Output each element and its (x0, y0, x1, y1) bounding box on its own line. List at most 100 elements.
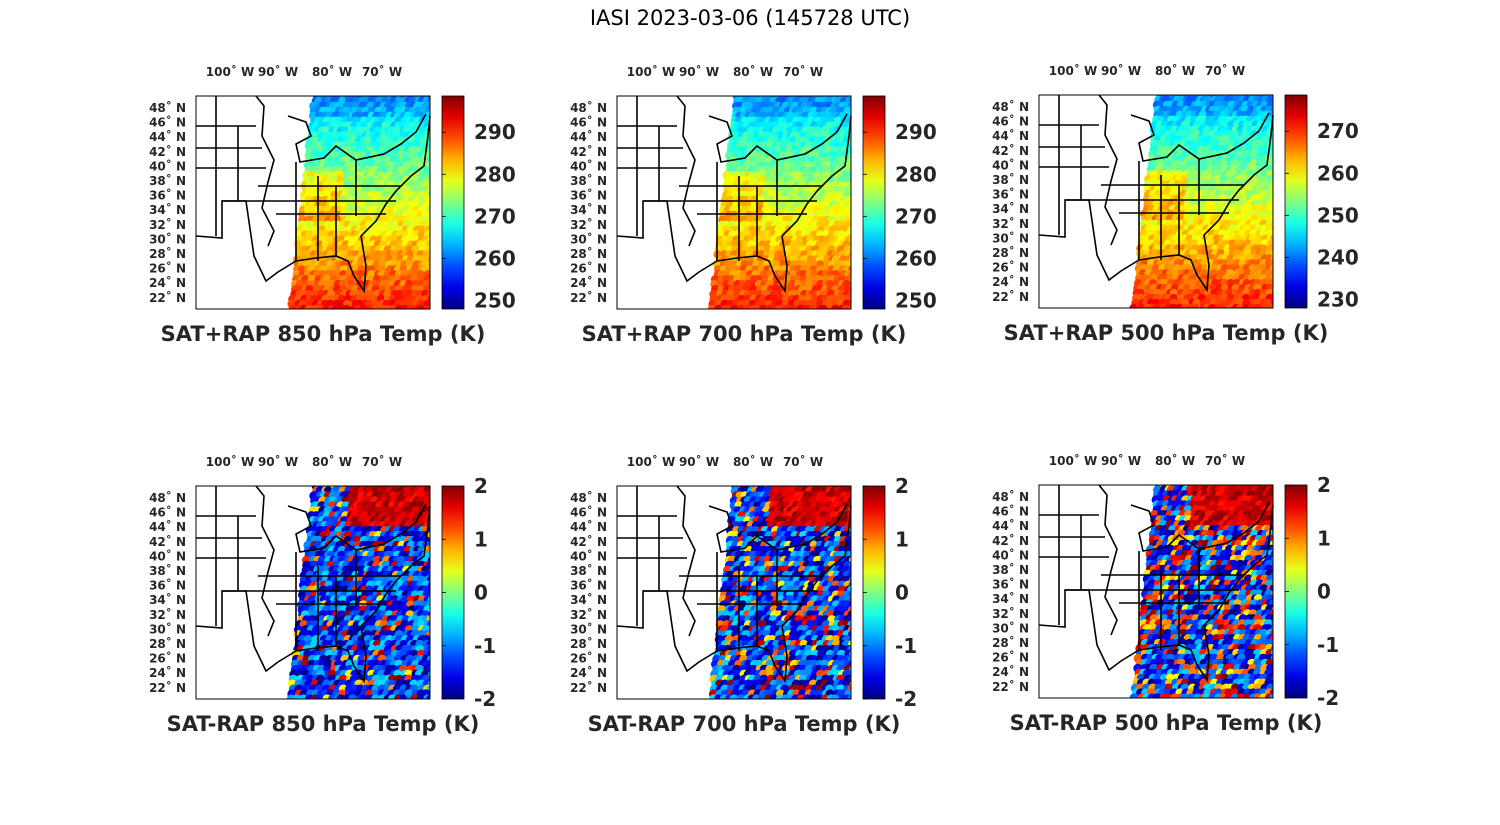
lon-tick-label: 100˚ W (1049, 63, 1097, 78)
colorbar-tick-label: 270 (895, 204, 937, 228)
lat-tick-label: 22˚ N (992, 289, 1029, 304)
swath-point (720, 304, 729, 309)
lat-tick-label: 24˚ N (570, 275, 607, 290)
swath-point (291, 304, 301, 309)
colorbar-tick-label: 2 (474, 474, 488, 498)
lat-tick-label: 30˚ N (570, 231, 607, 246)
state-borders (616, 95, 852, 294)
lat-tick-label: 30˚ N (149, 621, 186, 636)
lat-tick-label: 28˚ N (149, 246, 186, 261)
swath-point (1129, 303, 1138, 308)
swath-point (372, 304, 381, 309)
lat-tick-label: 42˚ N (570, 144, 607, 159)
map-border (1038, 94, 1274, 309)
state-borders (195, 95, 431, 294)
swath-point (831, 304, 840, 309)
swath-point (427, 305, 430, 309)
lat-tick-label: 44˚ N (992, 128, 1029, 143)
lon-tick-label: 70˚ W (362, 454, 402, 469)
swath-point (426, 694, 430, 699)
swath-point (847, 304, 851, 309)
lat-tick-label: 30˚ N (149, 231, 186, 246)
swath-point (849, 275, 851, 283)
lat-tick-label: 46˚ N (149, 505, 186, 520)
panel-caption: SAT+RAP 500 hPa Temp (K) (1004, 321, 1329, 345)
panel-caption: SAT-RAP 850 hPa Temp (K) (167, 712, 480, 736)
map-border (616, 95, 852, 310)
lat-tick-label: 42˚ N (149, 534, 186, 549)
lat-tick-label: 40˚ N (992, 157, 1029, 172)
figure-title: IASI 2023-03-06 (145728 UTC) (589, 6, 911, 30)
lat-tick-label: 24˚ N (149, 665, 186, 680)
colorbar-tick-label: 290 (895, 120, 937, 144)
lat-tick-label: 42˚ N (149, 144, 186, 159)
lon-tick-label: 100˚ W (206, 64, 254, 79)
lat-tick-label: 42˚ N (992, 143, 1029, 158)
swath-point (416, 304, 425, 309)
lat-tick-label: 38˚ N (570, 173, 607, 188)
lat-tick-label: 28˚ N (149, 636, 186, 651)
swath-points (287, 96, 430, 309)
lat-tick-label: 28˚ N (570, 246, 607, 261)
panel-caption: SAT+RAP 850 hPa Temp (K) (161, 322, 486, 346)
lat-tick-label: 26˚ N (992, 260, 1029, 275)
lat-tick-label: 34˚ N (149, 202, 186, 217)
swath-point (398, 694, 408, 699)
lat-tick-label: 34˚ N (149, 592, 186, 607)
colorbar-tick-label: 270 (1317, 119, 1359, 143)
swath-point (1191, 303, 1200, 308)
lon-tick-label: 90˚ W (258, 64, 298, 79)
lon-tick-label: 90˚ W (679, 64, 719, 79)
lon-tick-label: 80˚ W (1155, 63, 1195, 78)
colorbar-tick-label: -2 (474, 687, 496, 711)
lat-tick-label: 44˚ N (149, 129, 186, 144)
swath-point (729, 304, 739, 309)
lon-tick-label: 90˚ W (1101, 63, 1141, 78)
colorbar (441, 95, 465, 310)
colorbar-tick-label: 280 (895, 162, 937, 186)
lat-tick-label: 30˚ N (992, 230, 1029, 245)
lon-tick-label: 70˚ W (1205, 63, 1245, 78)
swath-point (1266, 303, 1273, 308)
swath-points (707, 96, 851, 309)
lat-tick-label: 36˚ N (570, 188, 607, 203)
lat-tick-label: 26˚ N (149, 651, 186, 666)
swath-point (1219, 303, 1228, 308)
lon-tick-label: 80˚ W (312, 64, 352, 79)
swath-point (315, 694, 325, 699)
lon-tick-label: 80˚ W (733, 64, 773, 79)
swath-point (1168, 303, 1178, 308)
colorbar-tick-label: 260 (895, 246, 937, 270)
swath-point (819, 304, 828, 309)
lat-tick-label: 22˚ N (149, 680, 186, 695)
colorbar-tick-label: 0 (474, 581, 488, 605)
lat-tick-label: 48˚ N (149, 490, 186, 505)
swath-point (342, 304, 352, 309)
colorbar-tick-label: -1 (474, 634, 496, 658)
colorbar-tick-label: 280 (474, 162, 516, 186)
swath-point (796, 304, 806, 309)
lon-tick-label: 100˚ W (206, 454, 254, 469)
lat-tick-label: 44˚ N (149, 519, 186, 534)
lon-tick-label: 70˚ W (783, 64, 823, 79)
lat-tick-label: 44˚ N (570, 129, 607, 144)
lat-tick-label: 40˚ N (570, 158, 607, 173)
colorbar-tick-label: 230 (1317, 288, 1359, 312)
swath-point (331, 304, 340, 309)
colorbar-tick-label: 260 (1317, 161, 1359, 185)
lat-tick-label: 28˚ N (992, 245, 1029, 260)
colorbar-tick-label: 250 (1317, 203, 1359, 227)
swath-points (286, 486, 430, 699)
swath-points (708, 486, 851, 699)
map-panel-700-diff: 100˚ W 90˚ W 80˚ W 70˚ W 48˚ N 46˚ N 44˚ N 42˚ … (541, 450, 981, 750)
lat-tick-label: 38˚ N (992, 172, 1029, 187)
map-panel-850-sum: 100˚ W 90˚ W 80˚ W 70˚ W 48˚ N 46˚ N 44˚ N 42˚ … (120, 60, 560, 360)
swath-points (1129, 95, 1273, 308)
lat-tick-label: 48˚ N (570, 100, 607, 115)
lat-tick-label: 32˚ N (992, 216, 1029, 231)
state-borders (195, 485, 431, 684)
map-panel-700-sum: 100˚ W 90˚ W 80˚ W 70˚ W 48˚ N 46˚ N 44˚ N 42˚ … (541, 60, 981, 360)
colorbar-tick-label: 260 (474, 246, 516, 270)
swath-point (371, 694, 381, 699)
lat-tick-label: 38˚ N (149, 173, 186, 188)
